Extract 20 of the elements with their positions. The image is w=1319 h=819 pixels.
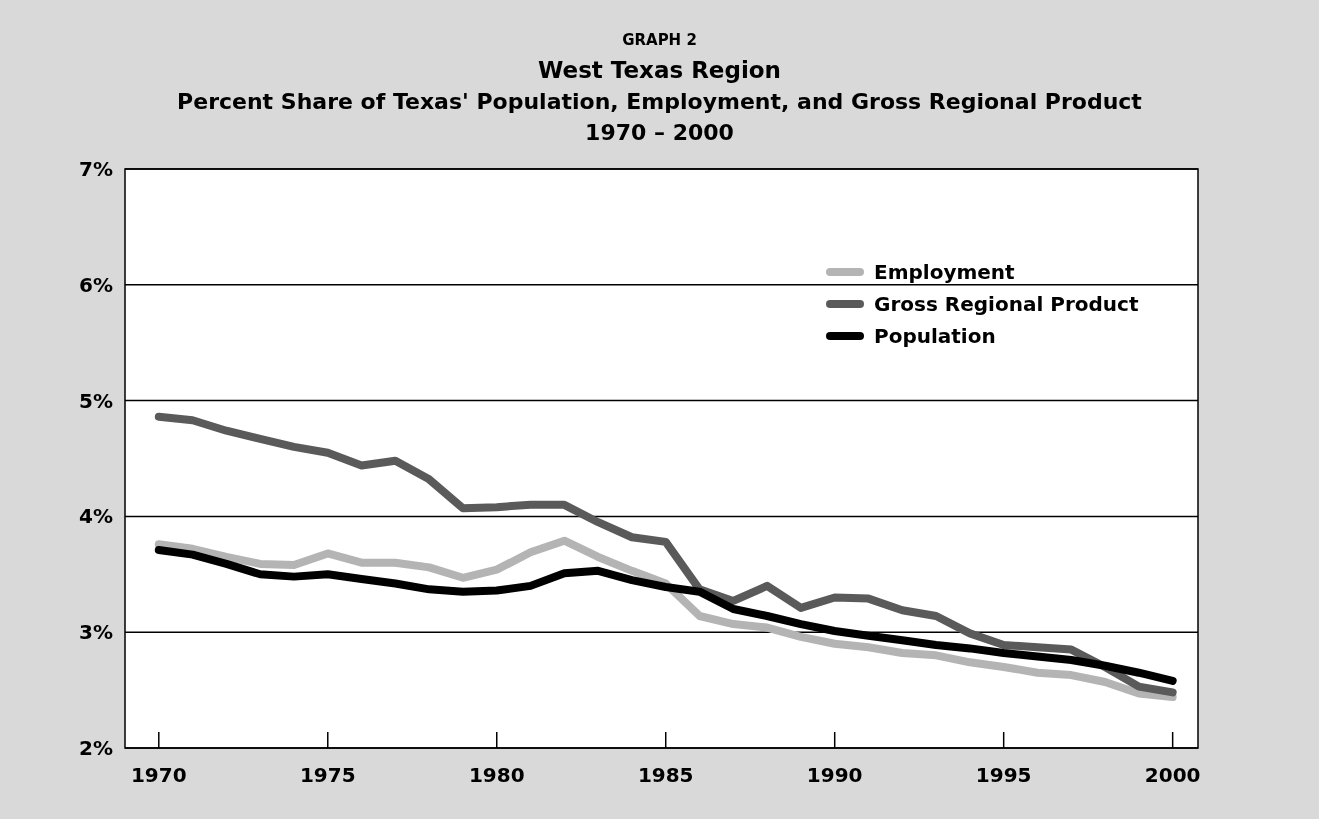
- chart-title: West Texas Region: [538, 57, 781, 83]
- x-tick-label: 1990: [806, 763, 863, 787]
- x-tick-label: 1985: [637, 763, 694, 787]
- y-tick-label: 2%: [79, 736, 113, 760]
- legend-label: Employment: [874, 260, 1016, 284]
- x-tick-label: 1970: [130, 763, 187, 787]
- caption: GRAPH 2: [622, 31, 697, 49]
- y-tick-label: 3%: [79, 620, 113, 645]
- x-tick-label: 1995: [975, 763, 1032, 787]
- y-tick-label: 5%: [79, 388, 113, 413]
- y-tick-label: 6%: [79, 272, 113, 297]
- x-tick-label: 2000: [1144, 763, 1201, 787]
- y-tick-label: 7%: [79, 157, 113, 181]
- x-tick-label: 1980: [468, 763, 525, 787]
- x-tick-label: 1975: [299, 763, 356, 787]
- y-tick-label: 4%: [79, 504, 113, 529]
- text: 1970 – 2000: [585, 120, 734, 145]
- legend-label: Population: [874, 324, 996, 348]
- legend-label: Gross Regional Product: [874, 292, 1139, 316]
- chart-subtitle: Percent Share of Texas' Population, Employment, and Gross Regional Product: [177, 89, 1143, 114]
